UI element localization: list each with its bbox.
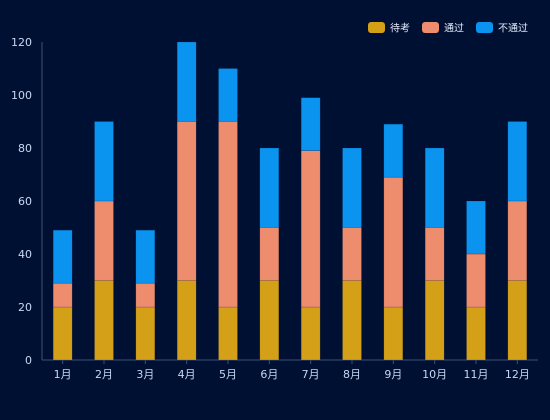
bar-segment-2-3 — [135, 282, 156, 308]
bar-segment-2-4 — [176, 121, 197, 281]
bar-segment-3-3 — [135, 229, 156, 284]
x-axis: 1月 2月 3月 4月 5月 6月 7月 8月 9月 10月 11月 12月 — [42, 359, 538, 381]
bar-segment-3-9 — [383, 123, 404, 178]
bar-segment-1-6 — [259, 280, 280, 361]
bar-segment-3-2 — [94, 121, 114, 202]
x-tick-label: 8月 — [343, 368, 361, 381]
bar-segment-1-12 — [507, 280, 528, 361]
bar-segment-3-1 — [52, 229, 73, 284]
bar-segment-1-5 — [218, 306, 238, 361]
legend-swatch — [368, 22, 385, 33]
bar-segment-1-1 — [52, 306, 73, 361]
x-tick-label: 1月 — [54, 368, 72, 381]
bar-segment-1-8 — [342, 280, 362, 361]
bar-segment-2-12 — [507, 200, 528, 281]
bar-segment-1-4 — [176, 280, 197, 361]
y-tick-label: 0 — [25, 354, 32, 367]
y-tick-label: 60 — [18, 195, 32, 208]
bar-segment-3-12 — [507, 121, 528, 202]
bar-segment-3-8 — [342, 147, 362, 228]
bar-segment-2-9 — [383, 176, 404, 308]
legend-label: 待考 — [390, 22, 410, 35]
bar-segment-2-5 — [218, 121, 238, 308]
bar-segment-3-10 — [424, 147, 445, 228]
bar-segment-1-9 — [383, 306, 404, 361]
x-tick-label: 9月 — [384, 368, 402, 381]
x-tick-label: 3月 — [136, 368, 154, 381]
bar-segment-1-10 — [424, 280, 445, 361]
x-tick-label: 12月 — [505, 368, 530, 381]
bar-segment-2-1 — [52, 282, 73, 308]
x-tick-label: 10月 — [422, 368, 447, 381]
legend: 待考 通过 不通过 — [368, 22, 528, 35]
bar-segment-3-11 — [466, 200, 486, 255]
bar-segment-3-7 — [300, 97, 321, 151]
bars — [52, 41, 528, 361]
bar-segment-2-11 — [466, 253, 486, 308]
legend-swatch — [422, 22, 439, 33]
x-tick-label: 5月 — [219, 368, 237, 381]
y-tick-label: 40 — [18, 248, 32, 261]
bar-segment-1-3 — [135, 306, 156, 361]
legend-swatch — [476, 22, 493, 33]
y-tick-label: 80 — [18, 142, 32, 155]
bar-segment-3-5 — [218, 68, 238, 122]
bar-segment-1-2 — [94, 280, 114, 361]
x-tick-label: 11月 — [464, 368, 489, 381]
bar-segment-2-8 — [342, 227, 362, 281]
x-tick-label: 7月 — [302, 368, 320, 381]
x-tick-label: 6月 — [260, 368, 278, 381]
bar-segment-3-4 — [176, 41, 197, 122]
bar-segment-1-11 — [466, 306, 486, 361]
x-tick-label: 2月 — [95, 368, 113, 381]
legend-label: 通过 — [444, 22, 464, 35]
bar-segment-2-10 — [424, 227, 445, 281]
bar-segment-2-2 — [94, 200, 114, 281]
bar-segment-2-7 — [300, 150, 321, 308]
y-axis: 0 20 40 60 80 100 120 — [11, 36, 43, 367]
bar-segment-1-7 — [300, 306, 321, 361]
y-tick-label: 120 — [11, 36, 32, 49]
y-tick-label: 20 — [18, 301, 32, 314]
x-tick-label: 4月 — [178, 368, 196, 381]
legend-label: 不通过 — [498, 22, 528, 35]
bar-segment-2-6 — [259, 227, 280, 281]
y-tick-label: 100 — [11, 89, 32, 102]
bar-segment-3-6 — [259, 147, 280, 228]
